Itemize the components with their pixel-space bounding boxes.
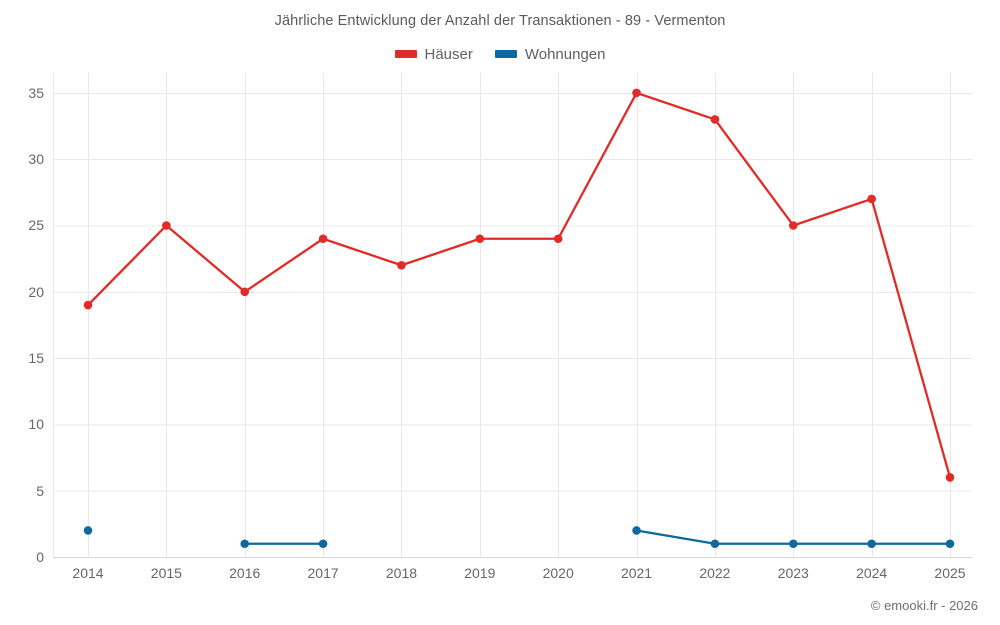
- x-tick-label: 2021: [620, 565, 653, 581]
- data-point[interactable]: [788, 539, 798, 549]
- x-axis-tick-labels: 2014 2015 2016 2017 2018 2019 2020 2021 2022 2023…: [53, 565, 972, 589]
- x-tick-label: 2023: [777, 565, 809, 581]
- data-point[interactable]: [710, 539, 720, 549]
- y-tick-label: 30: [28, 151, 44, 168]
- data-point[interactable]: [240, 539, 250, 549]
- x-tick-label: 2014: [72, 565, 104, 581]
- x-tick-label: 2022: [699, 565, 731, 581]
- legend-item-wohnungen[interactable]: Wohnungen: [494, 45, 606, 63]
- y-tick-label: 20: [28, 283, 44, 300]
- legend-swatch-wohnungen: [494, 50, 517, 58]
- x-tick-label: 2019: [464, 565, 496, 581]
- data-point[interactable]: [867, 194, 876, 204]
- plot-svg: [53, 73, 972, 558]
- data-point[interactable]: [318, 539, 328, 549]
- data-point[interactable]: [83, 526, 93, 535]
- chart-title: Jährliche Entwicklung der Anzahl der Tra…: [274, 13, 726, 29]
- data-point[interactable]: [710, 115, 720, 124]
- data-point[interactable]: [475, 234, 485, 244]
- y-tick-label: 0: [36, 549, 44, 565]
- series-line-0: [86, 91, 952, 479]
- data-point[interactable]: [945, 473, 955, 482]
- y-tick-label: 35: [28, 84, 44, 101]
- data-point[interactable]: [632, 526, 641, 535]
- x-tick-label: 2015: [150, 565, 182, 581]
- data-point[interactable]: [632, 88, 641, 98]
- series-layer: [83, 88, 955, 549]
- x-tick-label: 2020: [542, 565, 574, 581]
- data-point[interactable]: [553, 234, 563, 244]
- x-tick-label: 2025: [934, 565, 966, 581]
- footer-credit: © emooki.fr - 2026: [870, 598, 978, 613]
- legend-swatch-hauser: [394, 50, 417, 58]
- y-axis-tick-labels: 0 5 10 15 20 25 30 35: [0, 73, 44, 565]
- data-point[interactable]: [83, 300, 93, 310]
- legend-label-wohnungen: Wohnungen: [524, 45, 606, 63]
- x-tick-label: 2016: [229, 565, 261, 581]
- data-point[interactable]: [867, 539, 876, 549]
- data-point[interactable]: [318, 234, 328, 244]
- x-tick-label: 2017: [307, 565, 339, 581]
- legend-item-hauser[interactable]: Häuser: [394, 45, 473, 63]
- plot-area: [53, 73, 972, 558]
- data-point[interactable]: [162, 221, 171, 230]
- y-tick-label: 10: [28, 416, 44, 433]
- y-tick-label: 5: [36, 482, 44, 499]
- data-point[interactable]: [397, 260, 406, 270]
- y-tick-label: 25: [28, 217, 44, 234]
- data-point[interactable]: [788, 221, 798, 230]
- x-tick-label: 2018: [385, 565, 418, 581]
- data-point[interactable]: [945, 539, 955, 549]
- grid-layer: [53, 73, 972, 558]
- chart-legend: Häuser Wohnungen: [0, 43, 1000, 65]
- y-tick-label: 15: [28, 350, 44, 367]
- data-point[interactable]: [240, 287, 250, 297]
- x-tick-label: 2024: [856, 565, 888, 581]
- legend-label-hauser: Häuser: [424, 45, 473, 63]
